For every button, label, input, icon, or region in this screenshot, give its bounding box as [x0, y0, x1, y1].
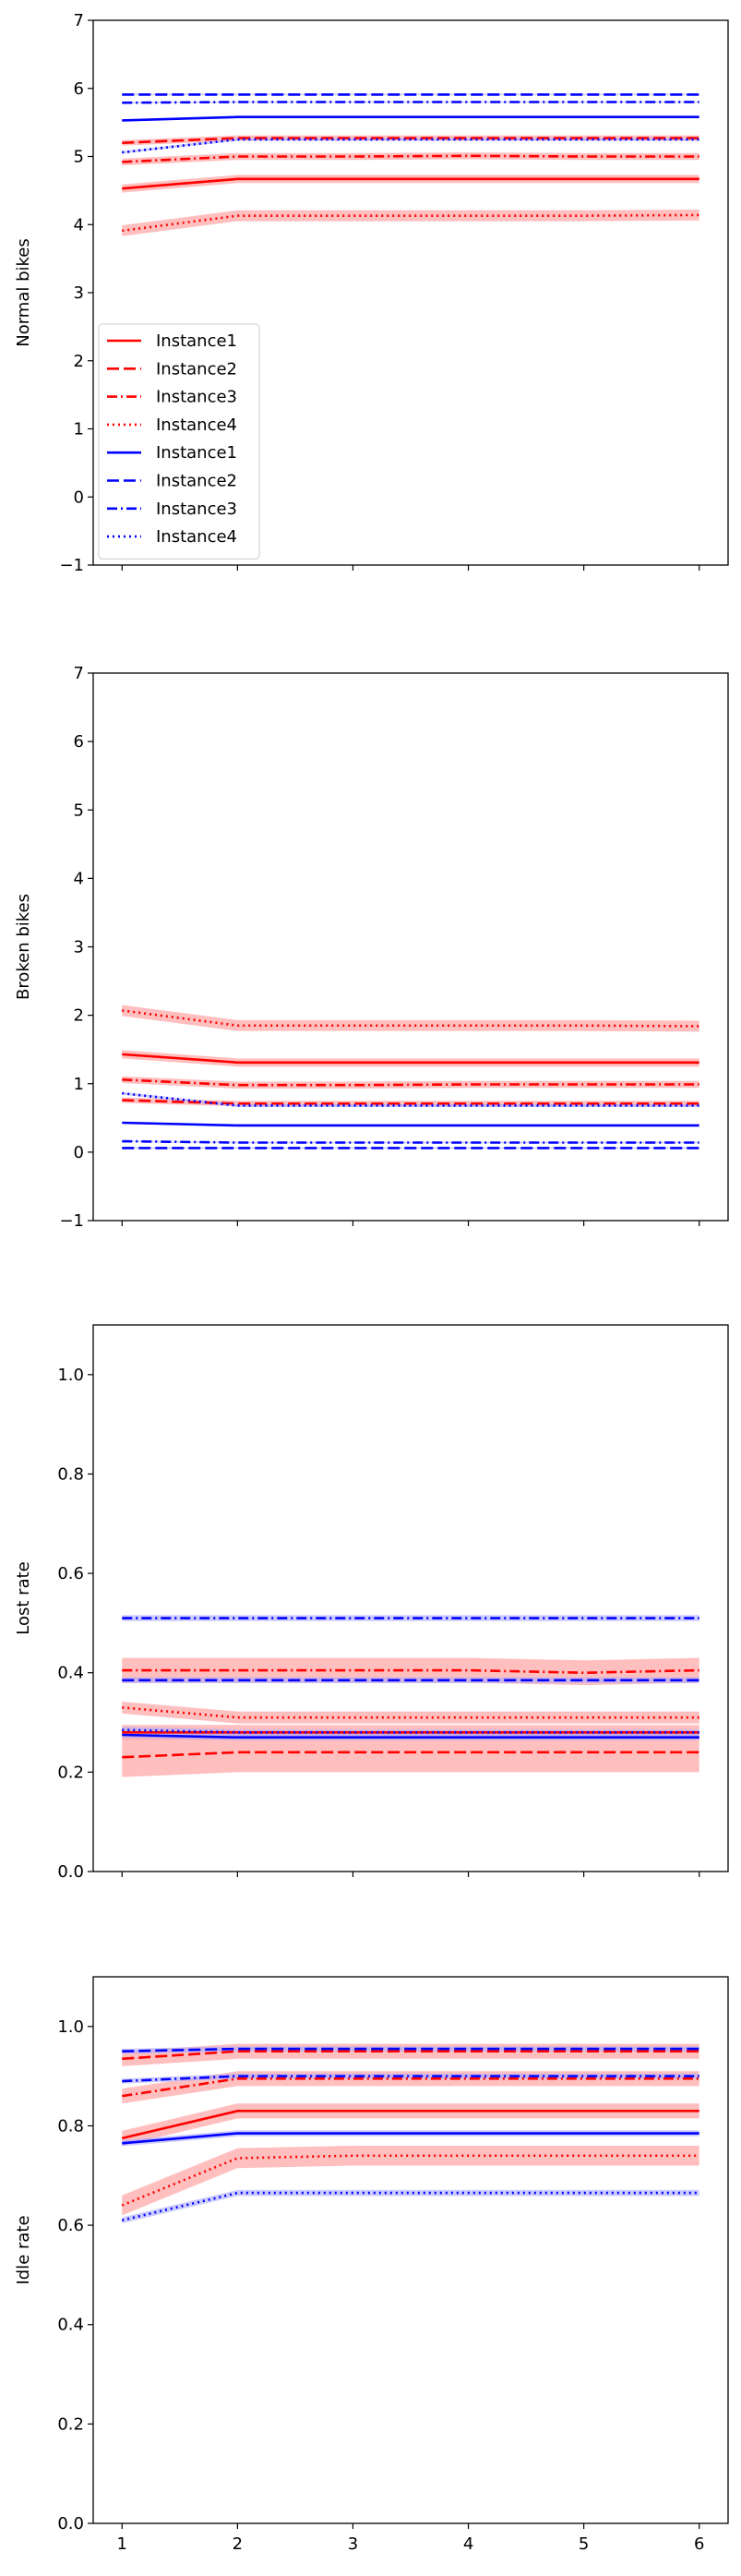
- series-line-red-instance2: [122, 1751, 699, 1759]
- series-band-red-instance1: [122, 1050, 699, 1067]
- y-tick-label: 3: [74, 938, 84, 957]
- y-tick-label: 0: [74, 1143, 84, 1162]
- y-tick-label: −1: [59, 556, 84, 575]
- y-tick-label: 7: [74, 11, 84, 30]
- y-axis-label: Normal bikes: [14, 238, 33, 347]
- plot-frame: [92, 1324, 729, 1872]
- legend-label: Instance4: [156, 415, 237, 435]
- legend-label: Instance1: [156, 331, 237, 351]
- series-band-blue-instance4: [122, 138, 699, 154]
- x-tick-label: 3: [348, 2534, 358, 2554]
- series-line-blue-instance1: [122, 115, 699, 122]
- y-tick-label: 6: [74, 79, 84, 99]
- y-tick-label: 0.0: [57, 2514, 84, 2534]
- y-tick-label: 0.6: [57, 2216, 84, 2235]
- y-tick-label: 1: [74, 1075, 84, 1094]
- y-tick-label: 2: [74, 1006, 84, 1026]
- y-tick-label: 1.0: [57, 2017, 84, 2037]
- x-tick-label: 6: [694, 2534, 704, 2554]
- x-tick-label: 4: [463, 2534, 473, 2554]
- x-tick-label: 1: [117, 2534, 127, 2554]
- y-tick-label: 0.6: [57, 1564, 84, 1583]
- legend-label: Instance2: [156, 359, 237, 379]
- series-line-blue-instance4: [122, 1091, 699, 1107]
- series-line-red-instance1: [122, 177, 699, 190]
- y-tick-label: 0.8: [57, 2116, 84, 2136]
- legend-label: Instance3: [156, 500, 237, 519]
- series-line-blue-instance1: [122, 1121, 699, 1127]
- series-line-blue-instance4: [122, 1728, 699, 1734]
- y-tick-label: 4: [74, 869, 84, 888]
- y-tick-label: 0.4: [57, 1664, 84, 1683]
- series-band-blue-instance3: [122, 1615, 699, 1621]
- series-line-red-instance2: [122, 1099, 699, 1105]
- y-tick-label: 0.4: [57, 2316, 84, 2335]
- y-axis-label: Lost rate: [14, 1561, 33, 1634]
- lost-rate-chart: 0.0 0.2 0.4 0.6 0.8 1.0 Lost rate: [14, 1324, 729, 1882]
- y-tick-label: 0: [74, 488, 84, 507]
- series-line-red-instance4: [122, 213, 699, 233]
- series-band-red-instance3: [122, 1076, 699, 1089]
- y-tick-label: 7: [74, 664, 84, 683]
- y-tick-label: 5: [74, 148, 84, 167]
- y-tick-label: −1: [59, 1211, 84, 1231]
- y-tick-label: 3: [74, 283, 84, 303]
- legend: Instance1 Instance2 Instance3 Instance4 Inst…: [98, 323, 260, 560]
- normal-bikes-chart: −1 0 1 2 3 4 5 6 7 Normal bikes: [14, 11, 729, 575]
- idle-rate-chart: 0.0 0.2 0.4 0.6 0.8 1.0 1 2 3 4 5 6 Idle rate: [14, 1976, 729, 2554]
- legend-box: [98, 323, 260, 560]
- series-band-blue-instance4: [122, 1091, 699, 1107]
- series-band-red-instance1: [122, 2103, 699, 2146]
- series-line-blue-instance4: [122, 138, 699, 154]
- series-line-blue-instance1: [122, 2132, 699, 2145]
- legend-label: Instance3: [156, 388, 237, 407]
- series-line-red-instance4: [122, 1706, 699, 1719]
- legend-label: Instance1: [156, 443, 237, 463]
- series-line-red-instance2: [122, 137, 699, 145]
- y-tick-label: 0.2: [57, 2414, 84, 2434]
- broken-bikes-chart: −1 0 1 2 3 4 5 6 7 Broken bikes: [14, 664, 729, 1231]
- series-band-red-instance4: [122, 1005, 699, 1032]
- series-line-blue-instance2: [122, 2047, 699, 2053]
- y-tick-label: 0.2: [57, 1763, 84, 1782]
- x-tick-label: 2: [233, 2534, 243, 2554]
- legend-label: Instance4: [156, 527, 237, 547]
- series-line-blue-instance1: [122, 1733, 699, 1739]
- y-tick-label: 0.0: [57, 1862, 84, 1882]
- series-band-red-instance1: [122, 175, 699, 193]
- y-tick-label: 0.8: [57, 1464, 84, 1484]
- series-line-red-instance1: [121, 2110, 699, 2140]
- series-band-blue-instance4: [122, 2189, 699, 2223]
- series-band-red-instance4: [122, 1701, 699, 1724]
- y-tick-label: 5: [74, 800, 84, 820]
- series-line-red-instance1: [122, 1053, 699, 1065]
- y-axis-label: Broken bikes: [14, 894, 33, 1000]
- y-tick-label: 1.0: [57, 1366, 84, 1385]
- series-line-red-instance4: [122, 1009, 699, 1028]
- y-tick-label: 1: [74, 420, 84, 439]
- series-band-red-instance4: [122, 210, 699, 236]
- series-line-red-instance2: [122, 2050, 699, 2061]
- series-band-red-instance4: [122, 2145, 699, 2216]
- series-line-red-instance3: [122, 2077, 699, 2098]
- plot-frame: [92, 672, 729, 1222]
- y-axis-label: Idle rate: [14, 2215, 33, 2284]
- plot-frame: [92, 1976, 729, 2524]
- y-tick-label: 6: [74, 732, 84, 752]
- series-band-red-instance2: [122, 1732, 699, 1777]
- y-tick-label: 4: [74, 215, 84, 235]
- x-tick-label: 5: [579, 2534, 589, 2554]
- y-tick-label: 2: [74, 352, 84, 371]
- legend-label: Instance2: [156, 472, 237, 491]
